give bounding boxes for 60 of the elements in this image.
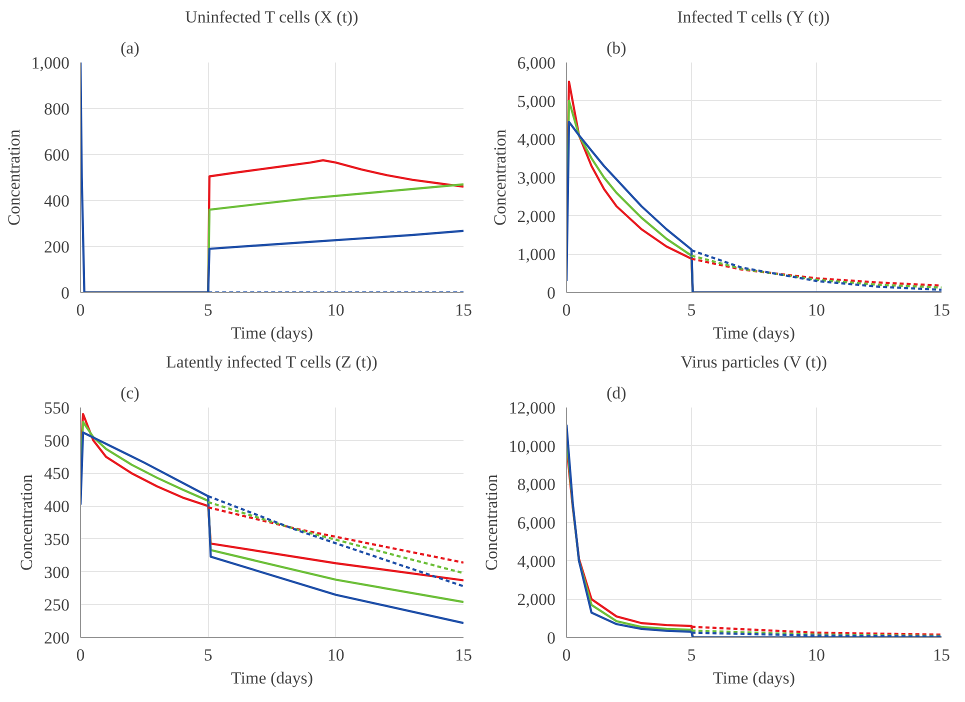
y-axis-title: Concentration bbox=[17, 474, 36, 571]
x-tick-label: 0 bbox=[562, 646, 571, 664]
y-tick-label: 0 bbox=[547, 284, 556, 302]
x-tick-label: 5 bbox=[687, 300, 696, 320]
x-tick-label: 0 bbox=[76, 646, 85, 664]
y-tick-label: 0 bbox=[547, 628, 556, 648]
x-tick-label: 15 bbox=[455, 300, 472, 320]
y-axis-title: Concentration bbox=[4, 128, 24, 226]
x-tick-label: 10 bbox=[327, 300, 344, 320]
x-tick-label: 15 bbox=[933, 646, 950, 664]
chart-title: Infected T cells (Y (t)) bbox=[677, 8, 830, 26]
y-tick-label: 0 bbox=[61, 284, 70, 302]
y-tick-label: 10,000 bbox=[508, 436, 556, 456]
x-tick-label: 0 bbox=[562, 300, 571, 320]
y-tick-label: 6,000 bbox=[517, 514, 556, 532]
y-tick-label: 800 bbox=[44, 100, 70, 118]
x-tick-label: 10 bbox=[327, 646, 344, 664]
chart-title: Latently infected T cells (Z (t)) bbox=[166, 352, 378, 372]
y-tick-label: 1,000 bbox=[31, 54, 70, 72]
y-tick-label: 4,000 bbox=[517, 552, 556, 571]
y-tick-label: 2,000 bbox=[517, 590, 556, 610]
y-tick-label: 600 bbox=[44, 146, 70, 164]
x-tick-label: 5 bbox=[204, 300, 212, 320]
x-axis-title: Time (days) bbox=[230, 668, 314, 688]
x-tick-label: 5 bbox=[204, 646, 212, 664]
y-tick-label: 400 bbox=[44, 192, 70, 210]
chart-title: Uninfected T cells (X (t)) bbox=[185, 8, 358, 26]
y-tick-label: 300 bbox=[44, 562, 70, 582]
x-tick-label: 10 bbox=[808, 646, 825, 664]
x-tick-label: 10 bbox=[808, 300, 825, 320]
y-tick-label: 200 bbox=[44, 238, 70, 256]
y-tick-label: 8,000 bbox=[517, 475, 556, 494]
y-tick-label: 200 bbox=[44, 628, 70, 648]
text: (c) bbox=[120, 384, 140, 402]
x-tick-label: 0 bbox=[76, 300, 85, 320]
y-tick-label: 6,000 bbox=[517, 54, 556, 72]
text: (d) bbox=[606, 384, 626, 402]
y-tick-label: 550 bbox=[44, 398, 70, 418]
x-tick-label: 15 bbox=[933, 300, 950, 320]
x-axis-title: Time (days) bbox=[230, 324, 314, 342]
y-tick-label: 400 bbox=[44, 497, 70, 516]
chart-title: Virus particles (V (t)) bbox=[680, 352, 828, 372]
y-tick-label: 2,000 bbox=[517, 206, 556, 226]
y-axis-title: Concentration bbox=[490, 128, 510, 226]
y-tick-label: 500 bbox=[44, 431, 70, 450]
text: (b) bbox=[606, 38, 626, 58]
y-tick-label: 3,000 bbox=[517, 168, 556, 188]
y-tick-label: 1,000 bbox=[517, 245, 556, 264]
y-tick-label: 4,000 bbox=[517, 130, 556, 150]
x-tick-label: 5 bbox=[687, 646, 696, 664]
y-axis-title: Concentration bbox=[482, 474, 501, 571]
y-tick-label: 250 bbox=[44, 596, 70, 615]
y-tick-label: 12,000 bbox=[508, 398, 556, 418]
x-tick-label: 15 bbox=[455, 646, 472, 664]
text: (a) bbox=[120, 38, 140, 58]
y-tick-label: 450 bbox=[44, 464, 70, 484]
x-axis-title: Time (days) bbox=[712, 668, 796, 688]
y-tick-label: 350 bbox=[44, 530, 70, 549]
x-axis-title: Time (days) bbox=[712, 324, 796, 342]
y-tick-label: 5,000 bbox=[517, 92, 556, 111]
